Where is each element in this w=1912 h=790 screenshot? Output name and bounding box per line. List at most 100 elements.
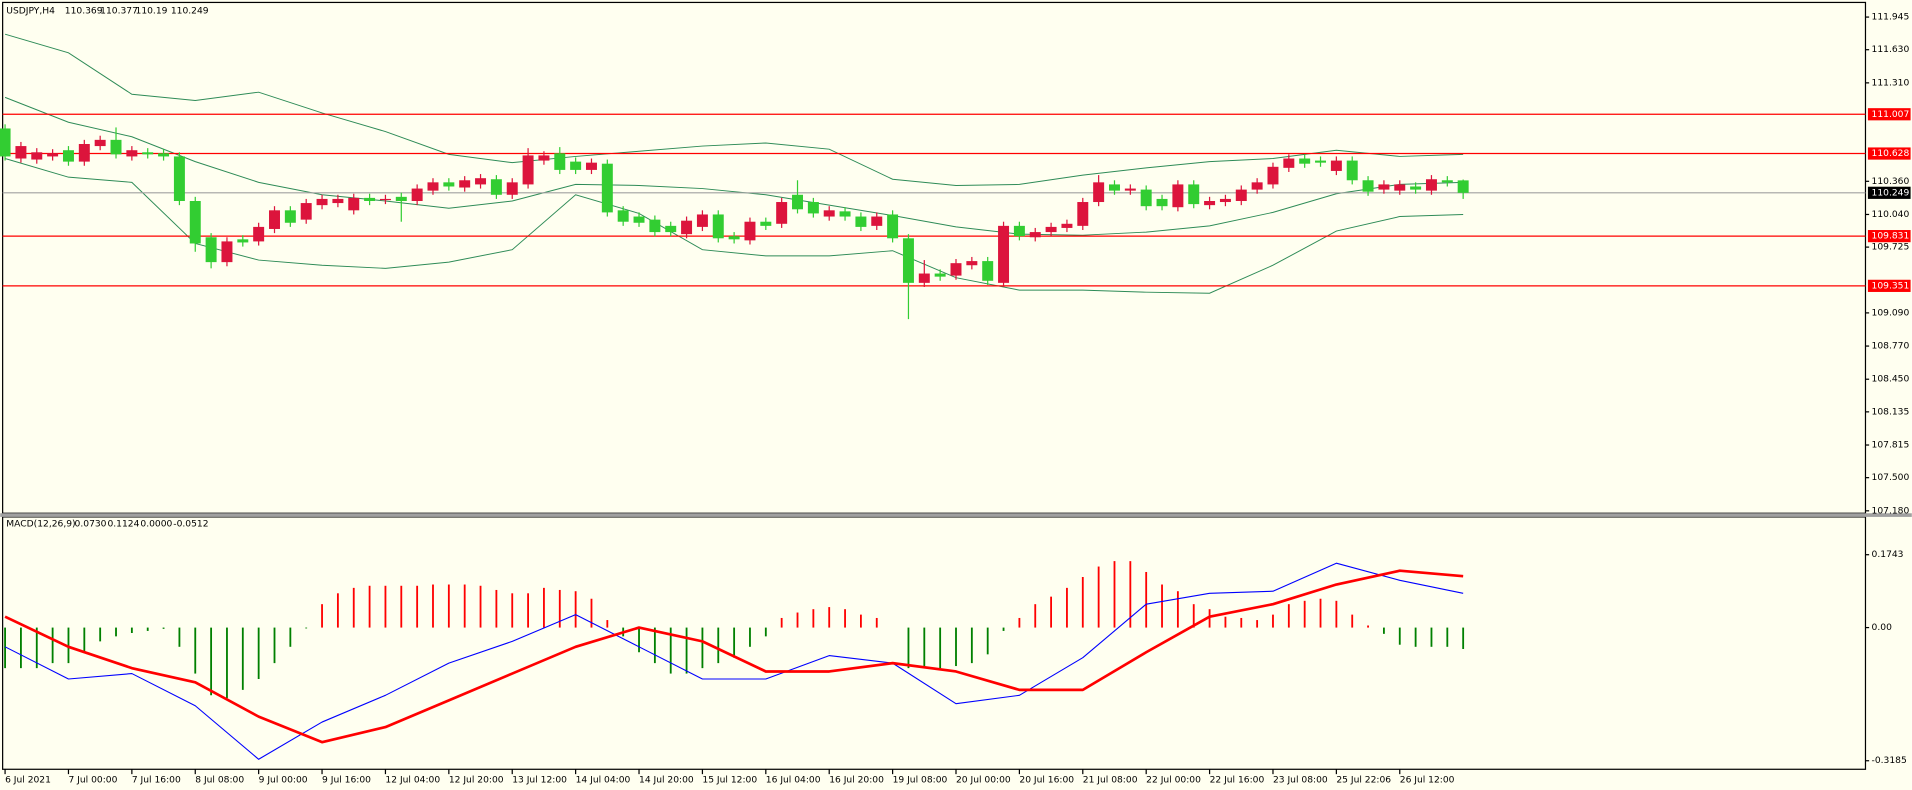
candle-body	[1283, 158, 1295, 168]
x-tick-label: 7 Jul 00:00	[68, 776, 117, 786]
candle-body	[522, 155, 534, 185]
y-tick-label: 108.135	[1872, 407, 1910, 417]
y-tick-label: -0.3185	[1872, 756, 1907, 766]
candle-body	[633, 216, 645, 223]
x-tick-label: 13 Jul 12:00	[512, 776, 567, 786]
candle-body	[1251, 182, 1263, 190]
candle-body	[1045, 226, 1057, 233]
candle-body	[1188, 184, 1200, 205]
panel-separator	[0, 513, 1912, 517]
y-tick-label: 109.725	[1872, 243, 1910, 253]
x-tick-label: 14 Jul 04:00	[576, 776, 631, 786]
candle-body	[15, 146, 27, 159]
candle-body	[1109, 184, 1120, 191]
candle-body	[1410, 186, 1422, 190]
candle-body	[934, 273, 946, 277]
candle-body	[94, 139, 106, 147]
candle-body	[1172, 184, 1184, 208]
x-tick-label: 8 Jul 08:00	[195, 776, 244, 786]
x-tick-label: 9 Jul 00:00	[259, 776, 308, 786]
candle-body	[221, 241, 233, 263]
x-tick-label: 7 Jul 16:00	[132, 776, 181, 786]
candle-body	[237, 239, 249, 243]
bollinger-band	[4, 158, 1464, 294]
x-tick-label: 6 Jul 2021	[5, 776, 51, 786]
candle-body	[411, 188, 423, 201]
candle-body	[1124, 188, 1136, 191]
x-tick-label: 21 Jul 08:00	[1083, 776, 1138, 786]
candle-body	[1315, 160, 1327, 163]
candle-body	[696, 214, 708, 227]
candle-body	[950, 263, 962, 276]
level-label: 109.351	[1872, 281, 1910, 291]
candle-body	[364, 197, 376, 201]
candle-body	[1267, 166, 1279, 185]
candle-body	[871, 216, 883, 226]
candle-body	[538, 155, 550, 161]
candle-body	[744, 221, 756, 241]
y-tick-label: 0.1743	[1872, 550, 1904, 560]
candle-body	[918, 273, 930, 283]
x-tick-label: 20 Jul 16:00	[1019, 776, 1074, 786]
y-tick-label: 111.630	[1872, 45, 1910, 55]
candle-body	[887, 214, 899, 239]
candle-body	[348, 197, 360, 211]
candle-body	[982, 261, 994, 281]
candle-body	[62, 150, 74, 162]
candle-body	[902, 238, 914, 283]
candle-body	[1219, 198, 1231, 203]
candle-body	[459, 180, 471, 188]
indicator-readout: 0.0000	[140, 520, 172, 530]
x-tick-label: 20 Jul 00:00	[956, 776, 1011, 786]
bollinger-band	[4, 96, 1464, 236]
candle-body	[855, 216, 867, 227]
candle-body	[681, 220, 693, 235]
level-label-box	[1867, 230, 1911, 243]
x-tick-label: 9 Jul 16:00	[322, 776, 371, 786]
indicator-readout: 0.1124	[107, 520, 139, 530]
candle-body	[490, 179, 502, 195]
level-label: 110.628	[1872, 149, 1910, 159]
candle-body	[158, 153, 170, 157]
candle-body	[1013, 225, 1025, 237]
candle-body	[998, 225, 1010, 283]
x-tick-label: 16 Jul 20:00	[829, 776, 884, 786]
candle-body	[570, 161, 582, 170]
x-tick-label: 22 Jul 16:00	[1210, 776, 1265, 786]
candle-body	[823, 210, 835, 217]
y-tick-label: 0.00	[1872, 623, 1893, 633]
candle-body	[585, 162, 597, 170]
ohlc-open: 110.369	[65, 6, 103, 16]
y-tick-label: 108.450	[1872, 375, 1910, 385]
ohlc-high: 110.377	[100, 6, 138, 16]
indicator-readout: 0.0730	[75, 520, 107, 530]
y-tick-label: 110.360	[1872, 177, 1910, 187]
bollinger-band	[4, 33, 1464, 186]
x-tick-label: 16 Jul 04:00	[766, 776, 821, 786]
candle-body	[1425, 179, 1437, 191]
level-label-box	[1867, 279, 1911, 292]
candle-body	[1394, 184, 1406, 191]
indicator-title: MACD(12,26,9)	[6, 520, 75, 530]
x-tick-label: 22 Jul 00:00	[1146, 776, 1201, 786]
x-tick-label: 14 Jul 20:00	[639, 776, 694, 786]
candle-body	[189, 200, 201, 244]
candle-body	[110, 139, 122, 155]
candle-body	[1299, 158, 1311, 164]
candle-body	[728, 236, 740, 240]
candle-body	[1093, 182, 1105, 203]
candle-body	[776, 202, 788, 224]
y-tick-label: 108.770	[1872, 342, 1910, 352]
candle-body	[332, 198, 344, 204]
level-label-box	[1867, 108, 1911, 121]
candle-body	[284, 210, 296, 223]
indicator-readout: -0.0512	[173, 520, 208, 530]
candle-body	[1204, 200, 1216, 206]
candle-body	[617, 210, 629, 222]
candle-body	[1346, 160, 1358, 181]
level-label: 111.007	[1872, 110, 1910, 120]
candle-body	[126, 150, 138, 157]
candle-body	[760, 221, 772, 226]
